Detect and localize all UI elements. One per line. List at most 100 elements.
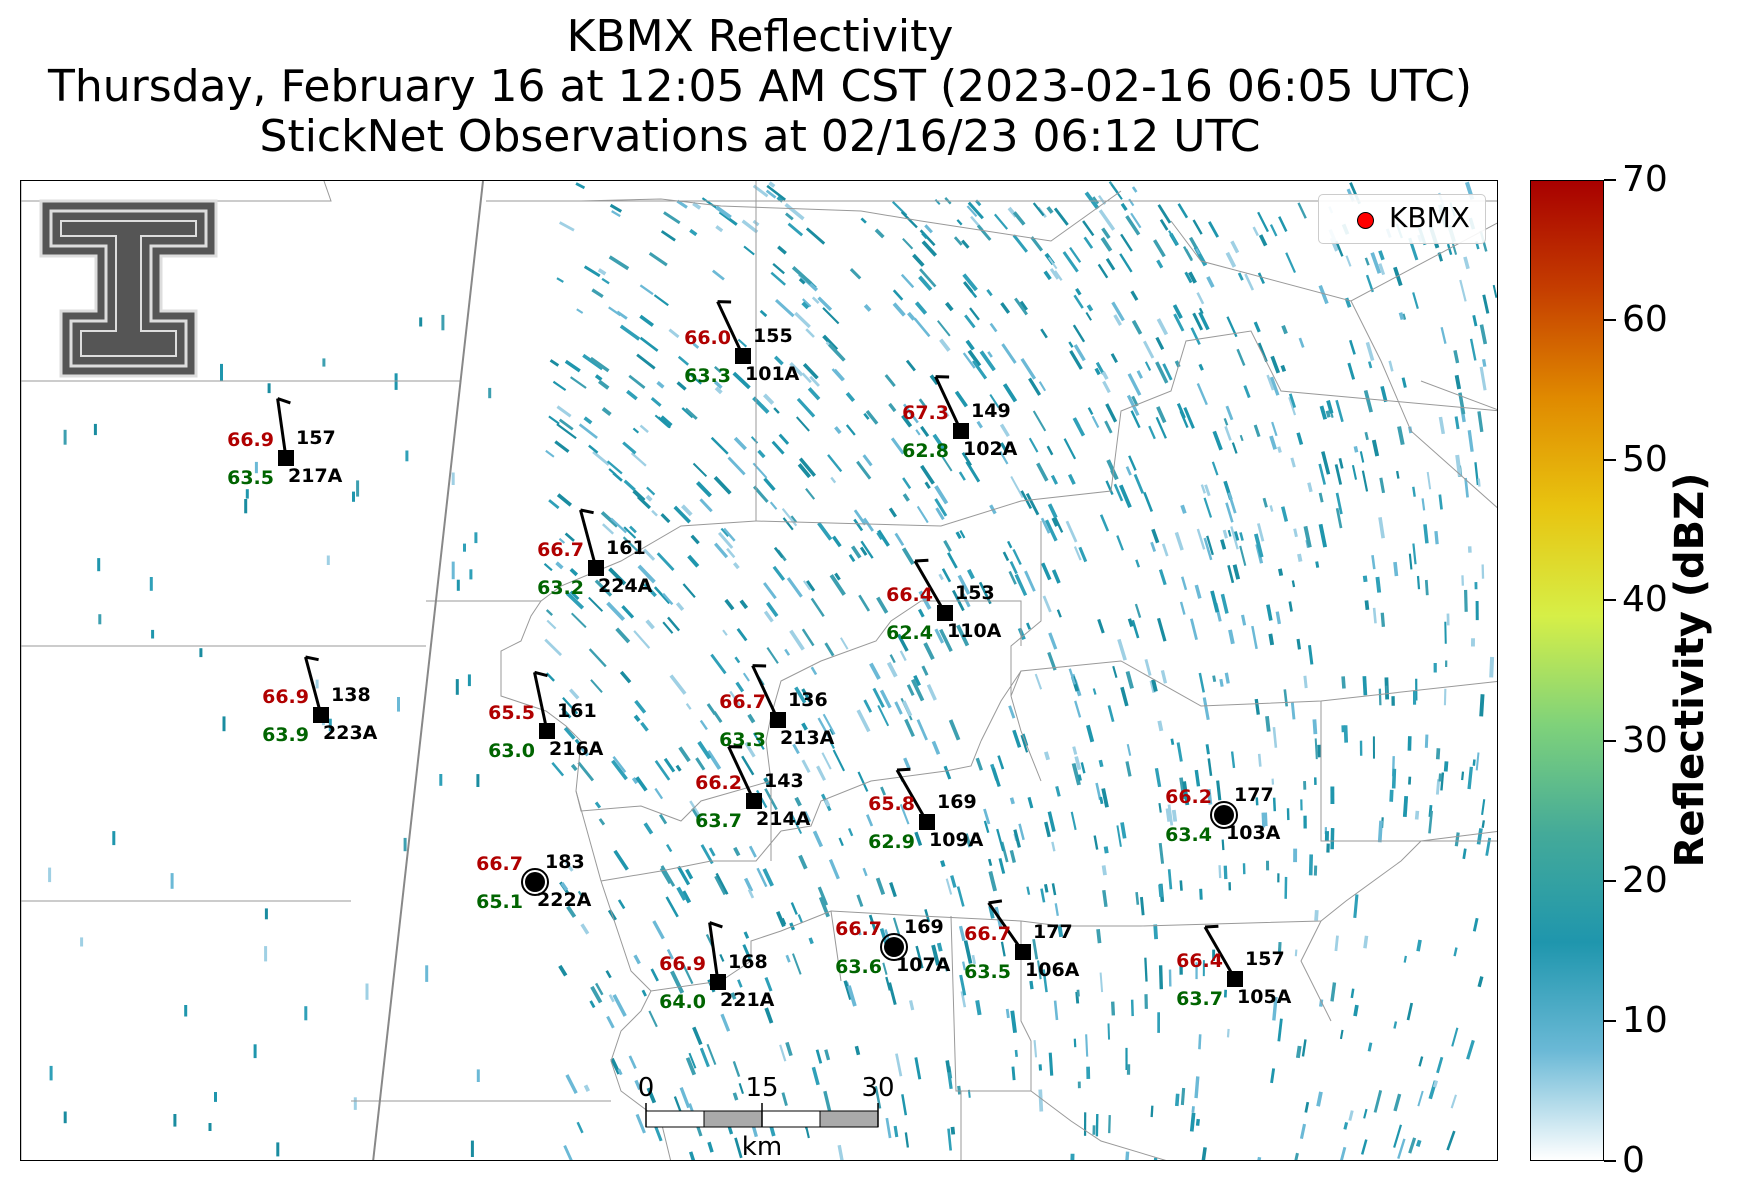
- radar-echo: [914, 301, 928, 315]
- radar-echo: [1183, 407, 1195, 429]
- radar-echo: [688, 1151, 699, 1160]
- radar-echo: [675, 764, 682, 772]
- radar-echo: [1203, 537, 1213, 561]
- radar-echo: [1389, 789, 1394, 802]
- radar-echo: [983, 808, 991, 825]
- radar-echo: [822, 334, 839, 352]
- radar-echo: [687, 371, 702, 385]
- radar-echo: [710, 436, 729, 455]
- radar-echo: [854, 1045, 861, 1056]
- station-id: 183: [545, 851, 585, 873]
- radar-echo: [732, 1061, 741, 1078]
- radar-echo: [718, 531, 734, 549]
- radar-echo: [958, 471, 966, 481]
- radar-echo: [184, 1005, 188, 1017]
- radar-echo: [451, 472, 455, 485]
- radar-echo: [1349, 339, 1356, 355]
- radar-echo: [1143, 340, 1155, 359]
- radar-echo: [857, 771, 869, 792]
- radar-echo: [1481, 799, 1486, 816]
- radar-echo: [726, 547, 736, 559]
- radar-echo: [763, 477, 776, 491]
- radar-echo: [679, 1087, 691, 1109]
- radar-echo: [950, 875, 957, 888]
- radar-echo: [792, 743, 800, 755]
- radar-echo: [676, 381, 687, 391]
- radar-echo: [598, 379, 610, 390]
- radar-echo: [785, 954, 791, 963]
- station-name: 103A: [1226, 822, 1281, 844]
- radar-echo: [1416, 939, 1422, 952]
- radar-echo: [750, 436, 759, 444]
- radar-echo: [837, 1144, 846, 1160]
- station-marker-square: [937, 605, 953, 621]
- radar-echo: [1353, 894, 1359, 918]
- radar-echo: [1330, 786, 1335, 804]
- radar-echo: [1032, 202, 1045, 217]
- radar-echo: [1359, 740, 1363, 756]
- radar-echo: [1026, 886, 1031, 895]
- radar-echo: [425, 965, 429, 982]
- radar-echo: [988, 858, 993, 866]
- radar-echo: [888, 982, 897, 1005]
- radar-echo: [1014, 297, 1029, 316]
- radar-echo: [996, 828, 1005, 852]
- radar-echo: [1161, 543, 1169, 557]
- radar-echo: [1464, 589, 1468, 612]
- radar-echo: [1110, 353, 1118, 364]
- radar-echo: [1041, 562, 1052, 581]
- radar-echo: [1002, 383, 1018, 403]
- radar-echo: [1095, 782, 1102, 801]
- wind-barb-staff: [934, 375, 963, 432]
- radar-echo: [1208, 221, 1220, 238]
- radar-echo: [802, 298, 812, 308]
- radar-echo: [1237, 272, 1244, 281]
- radar-echo: [1216, 780, 1222, 801]
- radar-echo: [905, 359, 916, 372]
- radar-echo: [1275, 611, 1282, 625]
- radar-echo: [1299, 1123, 1307, 1140]
- radar-echo: [695, 757, 706, 771]
- radar-echo: [1181, 576, 1188, 591]
- calm-wind-marker: [525, 872, 545, 892]
- radar-echo: [1270, 355, 1281, 374]
- radar-echo: [1467, 766, 1473, 790]
- radar-echo: [713, 476, 732, 495]
- radar-echo: [1365, 274, 1374, 293]
- radar-echo: [859, 546, 868, 556]
- radar-echo: [1232, 564, 1241, 580]
- radar-echo: [1144, 361, 1152, 371]
- radar-echo: [1319, 999, 1324, 1007]
- radar-echo: [365, 983, 369, 1000]
- radar-echo: [678, 746, 691, 763]
- radar-echo: [1093, 835, 1099, 850]
- radar-echo: [1029, 980, 1034, 990]
- station-name: 101A: [745, 363, 800, 385]
- radar-echo: [913, 674, 921, 687]
- station-temperature: 66.2: [695, 772, 742, 794]
- station-marker-square: [953, 423, 969, 439]
- radar-echo: [1283, 689, 1289, 707]
- radar-echo: [815, 1049, 823, 1064]
- radar-echo: [1172, 304, 1183, 319]
- radar-echo: [961, 239, 970, 249]
- radar-echo: [1438, 494, 1443, 510]
- radar-echo: [684, 407, 698, 420]
- radar-echo: [474, 532, 478, 544]
- radar-echo: [904, 718, 915, 738]
- radar-echo: [1063, 438, 1077, 460]
- radar-echo: [1450, 1094, 1457, 1109]
- radar-echo: [1475, 600, 1479, 621]
- radar-echo: [689, 228, 698, 237]
- radar-echo: [786, 577, 803, 598]
- radar-echo: [1054, 903, 1059, 917]
- radar-echo: [488, 387, 492, 399]
- radar-echo: [582, 353, 604, 371]
- radar-echo: [1496, 480, 1497, 489]
- colorbar-tick-label: 70: [1622, 159, 1668, 200]
- radar-echo: [1353, 1004, 1359, 1017]
- radar-echo: [1269, 435, 1277, 450]
- radar-echo: [965, 460, 981, 483]
- radar-echo: [1227, 529, 1232, 537]
- radar-echo: [656, 552, 675, 571]
